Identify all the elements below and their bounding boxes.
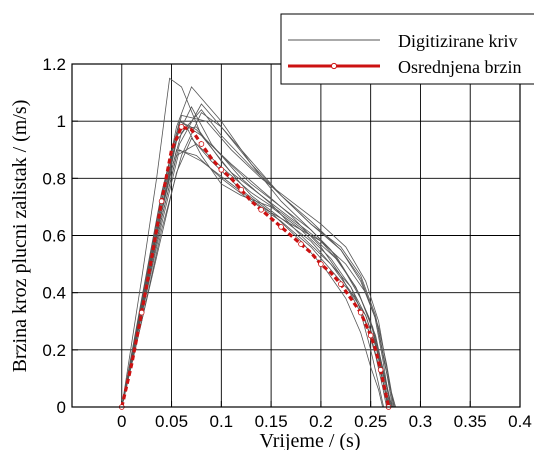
averaged-point [357,309,364,316]
averaged-point [258,206,264,213]
averaged-point [198,141,205,147]
averaged-point [377,367,384,373]
x-axis-label: Vrijeme / (s) [260,430,361,450]
digitized-curve-5 [121,103,394,408]
x-tick-label: 0.2 [309,412,333,431]
x-tick-label: 0.1 [210,412,234,431]
digitized-curve-15 [121,111,391,408]
legend-label-averaged: Osrednjena brzin [398,57,521,77]
legend: Digitizirane kriv Osrednjena brzin [280,13,534,85]
averaged-point [158,198,165,205]
digitized-curve-2 [121,120,393,408]
x-tick-label: 0.15 [255,412,288,431]
averaged-point [138,309,145,316]
y-tick-label: 0.6 [42,227,66,246]
averaged-point [238,186,245,193]
x-tick-label: 0.35 [454,412,487,431]
averaged-point [178,124,185,130]
y-tick-label: 0 [57,398,66,417]
averaged-point [278,224,284,230]
digitized-curve-7 [121,114,395,408]
digitized-curve-13 [121,109,393,408]
legend-label-digitized: Digitizirane kriv [398,31,517,51]
digitized-curve-8 [121,106,390,408]
digitized-curve-11 [121,149,396,408]
x-tick-label: 0.25 [354,412,387,431]
averaged-velocity-line [120,124,391,408]
tick-labels: 0 0.05 0.1 0.15 0.2 0.25 0.3 0.35 0.4 0 0.2 0.4 0.6 0… [42,55,531,431]
grid [72,63,521,408]
y-tick-label: 0.8 [42,169,66,188]
averaged-point [318,261,324,267]
x-tick-label: 0 [117,412,126,431]
x-tick-label: 0.05 [155,412,188,431]
series-layer [118,77,396,410]
x-tick-label: 0.4 [508,412,532,431]
legend-marker-averaged [330,62,338,70]
digitized-curve-12 [121,126,387,408]
y-tick-label: 1.2 [42,55,66,74]
legend-box [280,13,534,85]
averaged-point [337,281,344,287]
y-tick-label: 0.2 [42,341,66,360]
averaged-point [298,241,304,247]
y-tick-label: 1 [57,112,66,131]
y-axis-label: Brzina kroz plucni zalistak / (m/s) [9,100,31,373]
digitized-curve-3 [121,77,384,408]
averaged-point [218,166,225,173]
averaged-point [367,332,374,339]
x-tick-label: 0.3 [409,412,433,431]
y-tick-label: 0.4 [42,284,66,303]
